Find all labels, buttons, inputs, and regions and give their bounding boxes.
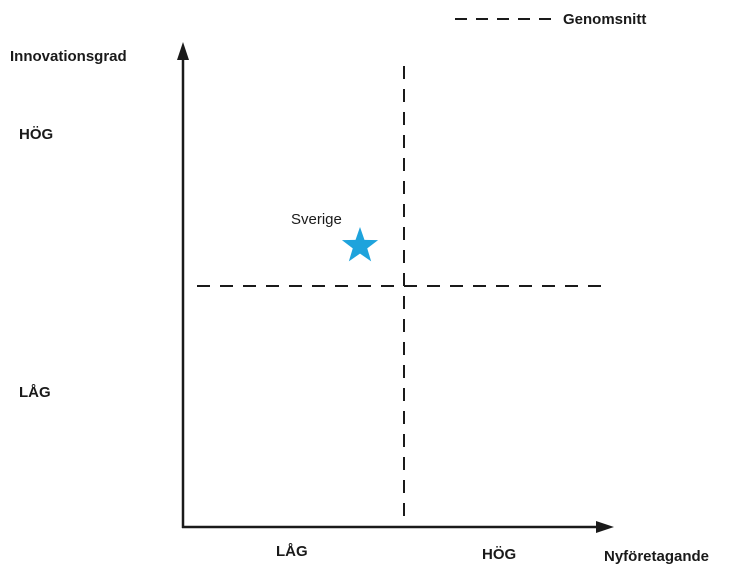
y-axis: Innovationsgrad HÖG LÅG	[10, 42, 189, 528]
y-axis-high-label: HÖG	[19, 126, 53, 143]
marker-label: Sverige	[291, 211, 342, 228]
y-axis-low-label: LÅG	[19, 384, 51, 401]
x-axis-arrow-icon	[596, 521, 614, 533]
x-axis-title: Nyföretagande	[604, 548, 709, 565]
x-axis-low-label: LÅG	[276, 543, 308, 560]
x-axis-high-label: HÖG	[482, 546, 516, 563]
average-lines	[197, 66, 608, 527]
sverige-marker: Sverige	[291, 211, 379, 262]
y-axis-arrow-icon	[177, 42, 189, 60]
y-axis-title: Innovationsgrad	[10, 48, 127, 65]
legend: Genomsnitt	[455, 11, 646, 28]
x-axis: LÅG HÖG Nyföretagande	[182, 521, 709, 565]
legend-label: Genomsnitt	[563, 11, 646, 28]
star-icon	[341, 227, 379, 262]
